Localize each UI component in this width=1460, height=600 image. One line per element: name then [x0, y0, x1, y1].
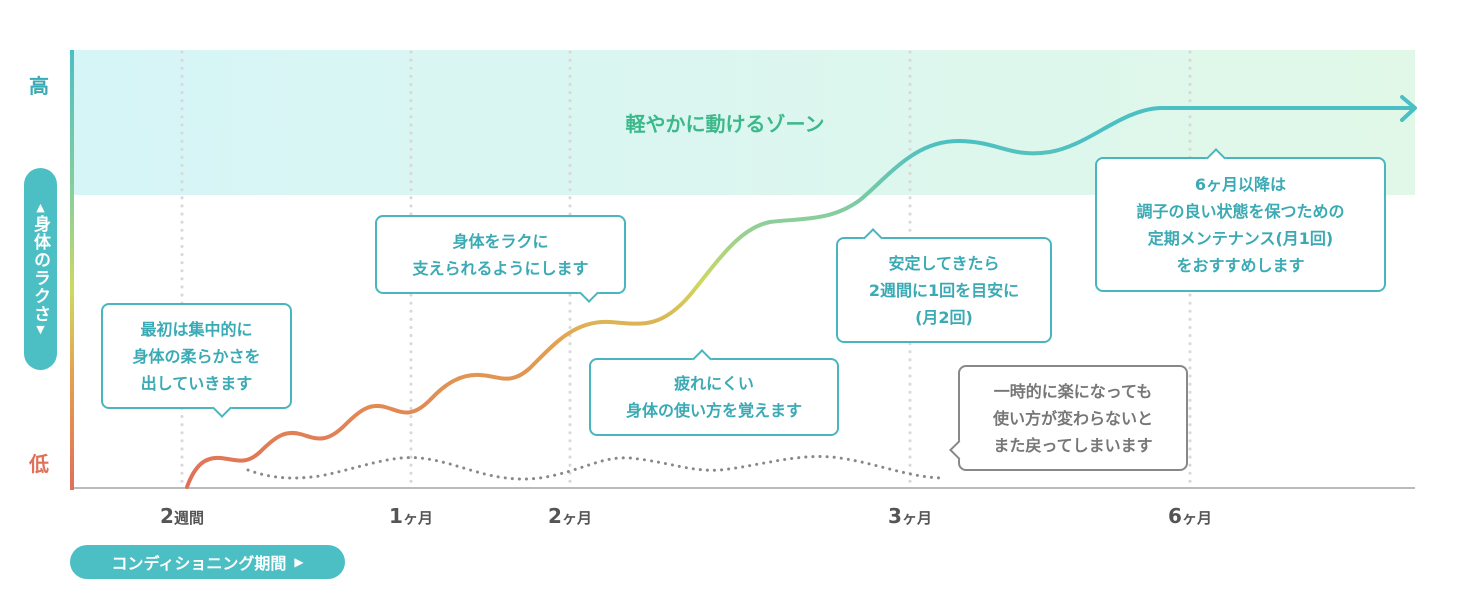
- callout-line: 6ヶ月以降は: [1194, 174, 1287, 194]
- x-tick-3-months: 3ヶ月: [888, 504, 932, 528]
- callout-line: 2週間に1回を目安に: [868, 280, 1020, 300]
- y-axis-line: [70, 50, 74, 490]
- callout-line: 身体の柔らかさを: [132, 346, 261, 366]
- callout-line: 最初は集中的に: [140, 319, 253, 339]
- callout-line: 定期メンテナンス(月1回): [1147, 228, 1334, 248]
- callout-intensive: 最初は集中的に 身体の柔らかさを 出していきます: [101, 303, 292, 418]
- callout-line: 身体をラクに: [452, 231, 549, 251]
- callout-stable: 安定してきたら 2週間に1回を目安に (月2回): [836, 228, 1052, 343]
- callout-maintenance: 6ヶ月以降は 調子の良い状態を保つための 定期メンテナンス(月1回) をおすすめ…: [1095, 148, 1386, 292]
- callout-line: 使い方が変わらないと: [992, 408, 1153, 428]
- right-triangle-icon: ▶: [294, 555, 304, 569]
- callout-line: 支えられるようにします: [412, 258, 589, 278]
- regression-dotted-curve: [246, 455, 947, 481]
- conditioning-period-pill: コンディショニング期間 ▶: [70, 545, 345, 579]
- y-axis-title-pill: ▲ 身体のラクさ ▼: [24, 168, 57, 370]
- callout-line: 調子の良い状態を保つための: [1136, 201, 1345, 221]
- comfort-progress-curve: [185, 106, 1414, 489]
- x-tick-2-months: 2ヶ月: [548, 504, 592, 528]
- callout-line: (月2回): [915, 307, 973, 327]
- x-tick-1-month: 1ヶ月: [389, 504, 433, 528]
- y-axis-title: 身体のラクさ: [30, 215, 50, 323]
- up-triangle-icon: ▲: [36, 201, 45, 214]
- callout-body-use: 疲れにくい 身体の使い方を覚えます: [589, 349, 839, 436]
- callout-line: 身体の使い方を覚えます: [625, 401, 802, 420]
- callout-line: をおすすめします: [1176, 255, 1305, 275]
- callout-relapse: 一時的に楽になっても 使い方が変わらないと また戻ってしまいます: [949, 365, 1188, 471]
- callout-line: 出していきます: [140, 373, 253, 393]
- y-axis-low-label: 低: [29, 452, 49, 476]
- down-triangle-icon: ▼: [36, 323, 45, 336]
- period-label: コンディショニング期間: [111, 554, 287, 573]
- zone-label: 軽やかに動けるゾーン: [625, 112, 825, 136]
- callout-line: 一時的に楽になっても: [993, 381, 1153, 401]
- y-axis-high-label: 高: [29, 74, 49, 98]
- x-tick-2-weeks: 2週間: [160, 504, 204, 528]
- x-tick-6-months: 6ヶ月: [1168, 504, 1212, 528]
- callout-line: また戻ってしまいます: [993, 435, 1153, 455]
- callout-line: 安定してきたら: [888, 253, 1000, 273]
- callout-support: 身体をラクに 支えられるようにします: [375, 215, 626, 303]
- callout-line: 疲れにくい: [674, 374, 754, 393]
- arrowhead-icon: [1400, 95, 1417, 122]
